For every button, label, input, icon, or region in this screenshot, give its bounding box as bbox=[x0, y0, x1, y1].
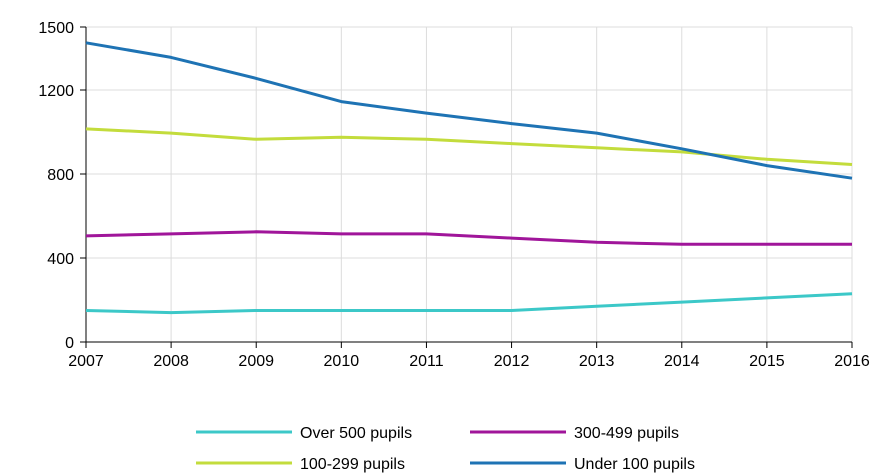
legend-label: 100-299 pupils bbox=[300, 456, 405, 473]
x-tick-label: 2011 bbox=[409, 353, 444, 370]
y-tick-label: 800 bbox=[47, 167, 74, 184]
series-lines bbox=[85, 41, 853, 315]
y-axis-tick-labels: 0 400 800 1200 1500 bbox=[38, 20, 74, 352]
y-tick-label: 0 bbox=[65, 335, 74, 352]
x-tick-label: 2009 bbox=[238, 353, 274, 370]
x-tick-label: 2016 bbox=[834, 353, 870, 370]
grid bbox=[86, 26, 853, 342]
x-tick-label: 2015 bbox=[749, 353, 785, 370]
series-line-2 bbox=[85, 230, 852, 246]
x-tick-label: 2013 bbox=[579, 353, 615, 370]
axes bbox=[80, 26, 853, 348]
legend-label: Over 500 pupils bbox=[300, 425, 412, 442]
x-tick-label: 2007 bbox=[68, 353, 104, 370]
legend: Over 500 pupils 300-499 pupils 100-299 pup… bbox=[196, 425, 695, 473]
legend-label: Under 100 pupils bbox=[574, 456, 695, 473]
x-axis-tick-labels: 2007 2008 2009 2010 2011 2012 2013 2014 2015 2016 bbox=[68, 353, 870, 370]
series-line-3 bbox=[85, 127, 853, 166]
y-tick-label: 1200 bbox=[38, 83, 74, 100]
series-line-1 bbox=[85, 292, 853, 315]
y-tick-label: 1500 bbox=[38, 20, 74, 37]
series-line-4 bbox=[85, 41, 853, 180]
y-tick-label: 400 bbox=[47, 251, 74, 268]
x-tick-label: 2012 bbox=[494, 353, 530, 370]
x-tick-label: 2008 bbox=[153, 353, 189, 370]
legend-label: 300-499 pupils bbox=[574, 425, 679, 442]
x-tick-label: 2010 bbox=[324, 353, 360, 370]
x-tick-label: 2014 bbox=[664, 353, 700, 370]
